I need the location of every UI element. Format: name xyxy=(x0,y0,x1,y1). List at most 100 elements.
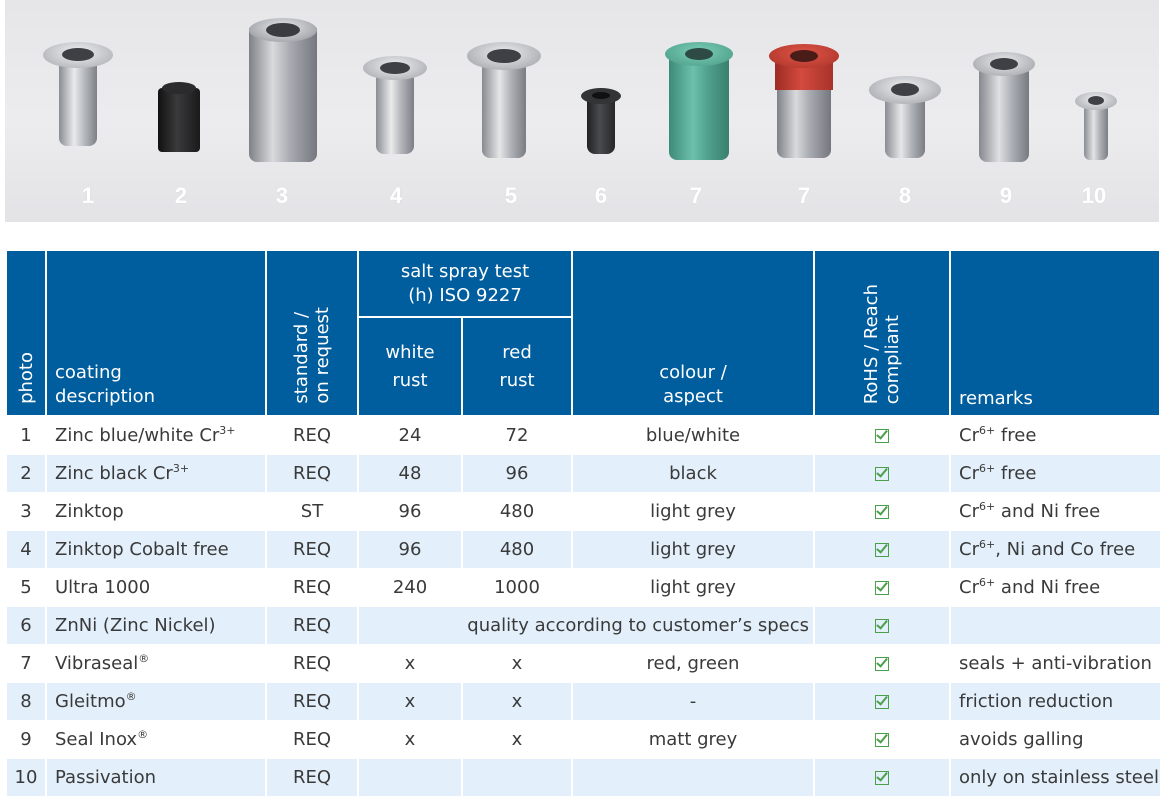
cell-description: Zinktop xyxy=(45,492,266,531)
cell-description: Passivation xyxy=(45,758,266,797)
checkbox-checked-icon xyxy=(875,581,889,595)
header-red-rust: red rust xyxy=(461,316,573,417)
photo-number: 3 xyxy=(275,183,289,208)
cell-standard: REQ xyxy=(265,568,358,607)
cell-photo: 4 xyxy=(5,530,46,569)
cell-red-rust: x xyxy=(461,720,572,759)
cell-rohs xyxy=(813,492,950,531)
cell-rohs xyxy=(813,530,950,569)
photo-number: 6 xyxy=(594,183,608,208)
checkbox-checked-icon xyxy=(875,657,889,671)
cell-rohs xyxy=(813,644,950,683)
cell-rohs xyxy=(813,758,950,797)
rivet-nut-4-image xyxy=(363,56,427,156)
checkbox-checked-icon xyxy=(875,619,889,633)
cell-white-rust: 96 xyxy=(357,492,462,531)
rivet-nut-2-image xyxy=(158,82,200,152)
checkbox-checked-icon xyxy=(875,733,889,747)
table-row: 3 Zinktop ST 96 480 light grey Cr6+ and … xyxy=(5,492,1160,531)
checkbox-checked-icon xyxy=(875,771,889,785)
checkbox-checked-icon xyxy=(875,543,889,557)
rivet-nut-6-image xyxy=(581,88,621,156)
cell-remarks: Cr6+, Ni and Co free xyxy=(949,530,1160,569)
table-row: 2 Zinc black Cr3+ REQ 48 96 black Cr6+ f… xyxy=(5,454,1160,493)
cell-photo: 5 xyxy=(5,568,46,607)
cell-standard: REQ xyxy=(265,530,358,569)
cell-colour: light grey xyxy=(571,530,814,569)
cell-photo: 8 xyxy=(5,682,46,721)
cell-photo: 10 xyxy=(5,758,46,797)
table-row: 1 Zinc blue/white Cr3+ REQ 24 72 blue/wh… xyxy=(5,416,1160,455)
cell-standard: REQ xyxy=(265,720,358,759)
cell-photo: 6 xyxy=(5,606,46,645)
cell-rohs xyxy=(813,568,950,607)
cell-remarks: friction reduction xyxy=(949,682,1160,721)
photo-number: 7 xyxy=(797,183,811,208)
photo-number: 10 xyxy=(1081,183,1107,208)
checkbox-checked-icon xyxy=(875,467,889,481)
header-photo: photo xyxy=(5,249,47,417)
table-row: 10 Passivation REQ only on stainless ste… xyxy=(5,758,1160,797)
photo-number: 2 xyxy=(174,183,188,208)
cell-white-rust: 240 xyxy=(357,568,462,607)
cell-red-rust: 480 xyxy=(461,530,572,569)
table-row: 5 Ultra 1000 REQ 240 1000 light grey Cr6… xyxy=(5,568,1160,607)
header-salt-spray-test: salt spray test (h) ISO 9227 xyxy=(357,248,573,319)
cell-photo: 9 xyxy=(5,720,46,759)
cell-description: Zinktop Cobalt free xyxy=(45,530,266,569)
cell-colour: black xyxy=(571,454,814,493)
cell-photo: 7 xyxy=(5,644,46,683)
header-standard-on-request: standard / on request xyxy=(265,249,359,417)
cell-remarks: Cr6+ and Ni free xyxy=(949,568,1160,607)
cell-description: Gleitmo® xyxy=(45,682,266,721)
table-row: 9 Seal Inox® REQ x x matt grey avoids ga… xyxy=(5,720,1160,759)
table-row: 8 Gleitmo® REQ x x - friction reduction xyxy=(5,682,1160,721)
cell-white-rust: x xyxy=(357,682,462,721)
cell-photo: 1 xyxy=(5,416,46,455)
cell-white-rust xyxy=(357,758,462,797)
cell-rohs xyxy=(813,720,950,759)
rivet-nut-9-image xyxy=(973,52,1035,164)
cell-colour xyxy=(571,758,814,797)
checkbox-checked-icon xyxy=(875,429,889,443)
table-row: 7 Vibraseal® REQ x x red, green seals + … xyxy=(5,644,1160,683)
cell-rohs xyxy=(813,416,950,455)
cell-colour: light grey xyxy=(571,492,814,531)
photo-number: 4 xyxy=(389,183,403,208)
cell-photo: 3 xyxy=(5,492,46,531)
cell-remarks: avoids galling xyxy=(949,720,1160,759)
photo-number: 8 xyxy=(898,183,912,208)
table-row: 4 Zinktop Cobalt free REQ 96 480 light g… xyxy=(5,530,1160,569)
cell-standard: REQ xyxy=(265,606,358,645)
rivet-nut-1-image xyxy=(43,42,113,150)
cell-description: Zinc blue/white Cr3+ xyxy=(45,416,266,455)
photo-number: 7 xyxy=(689,183,703,208)
cell-description: Vibraseal® xyxy=(45,644,266,683)
cell-rohs xyxy=(813,682,950,721)
cell-rohs xyxy=(813,606,950,645)
cell-red-rust: 480 xyxy=(461,492,572,531)
cell-red-rust xyxy=(461,758,572,797)
cell-remarks: seals + anti-vibration xyxy=(949,644,1160,683)
header-rohs-reach-compliant: RoHS / Reach compliant xyxy=(813,249,951,417)
rivet-nut-3-image xyxy=(247,18,319,162)
cell-colour: blue/white xyxy=(571,416,814,455)
cell-remarks: Cr6+ and Ni free xyxy=(949,492,1160,531)
cell-photo: 2 xyxy=(5,454,46,493)
cell-red-rust: 1000 xyxy=(461,568,572,607)
cell-standard: ST xyxy=(265,492,358,531)
cell-remarks xyxy=(949,606,1160,645)
cell-white-rust: x xyxy=(357,644,462,683)
cell-white-rust: 96 xyxy=(357,530,462,569)
checkbox-checked-icon xyxy=(875,695,889,709)
photo-number: 9 xyxy=(999,183,1013,208)
header-colour-aspect: colour / aspect xyxy=(571,249,815,417)
cell-colour: light grey xyxy=(571,568,814,607)
cell-standard: REQ xyxy=(265,416,358,455)
cell-standard: REQ xyxy=(265,644,358,683)
cell-red-rust: 96 xyxy=(461,454,572,493)
photo-number: 1 xyxy=(81,183,95,208)
cell-description: ZnNi (Zinc Nickel) xyxy=(45,606,266,645)
cell-red-rust: x xyxy=(461,682,572,721)
cell-colour: matt grey xyxy=(571,720,814,759)
